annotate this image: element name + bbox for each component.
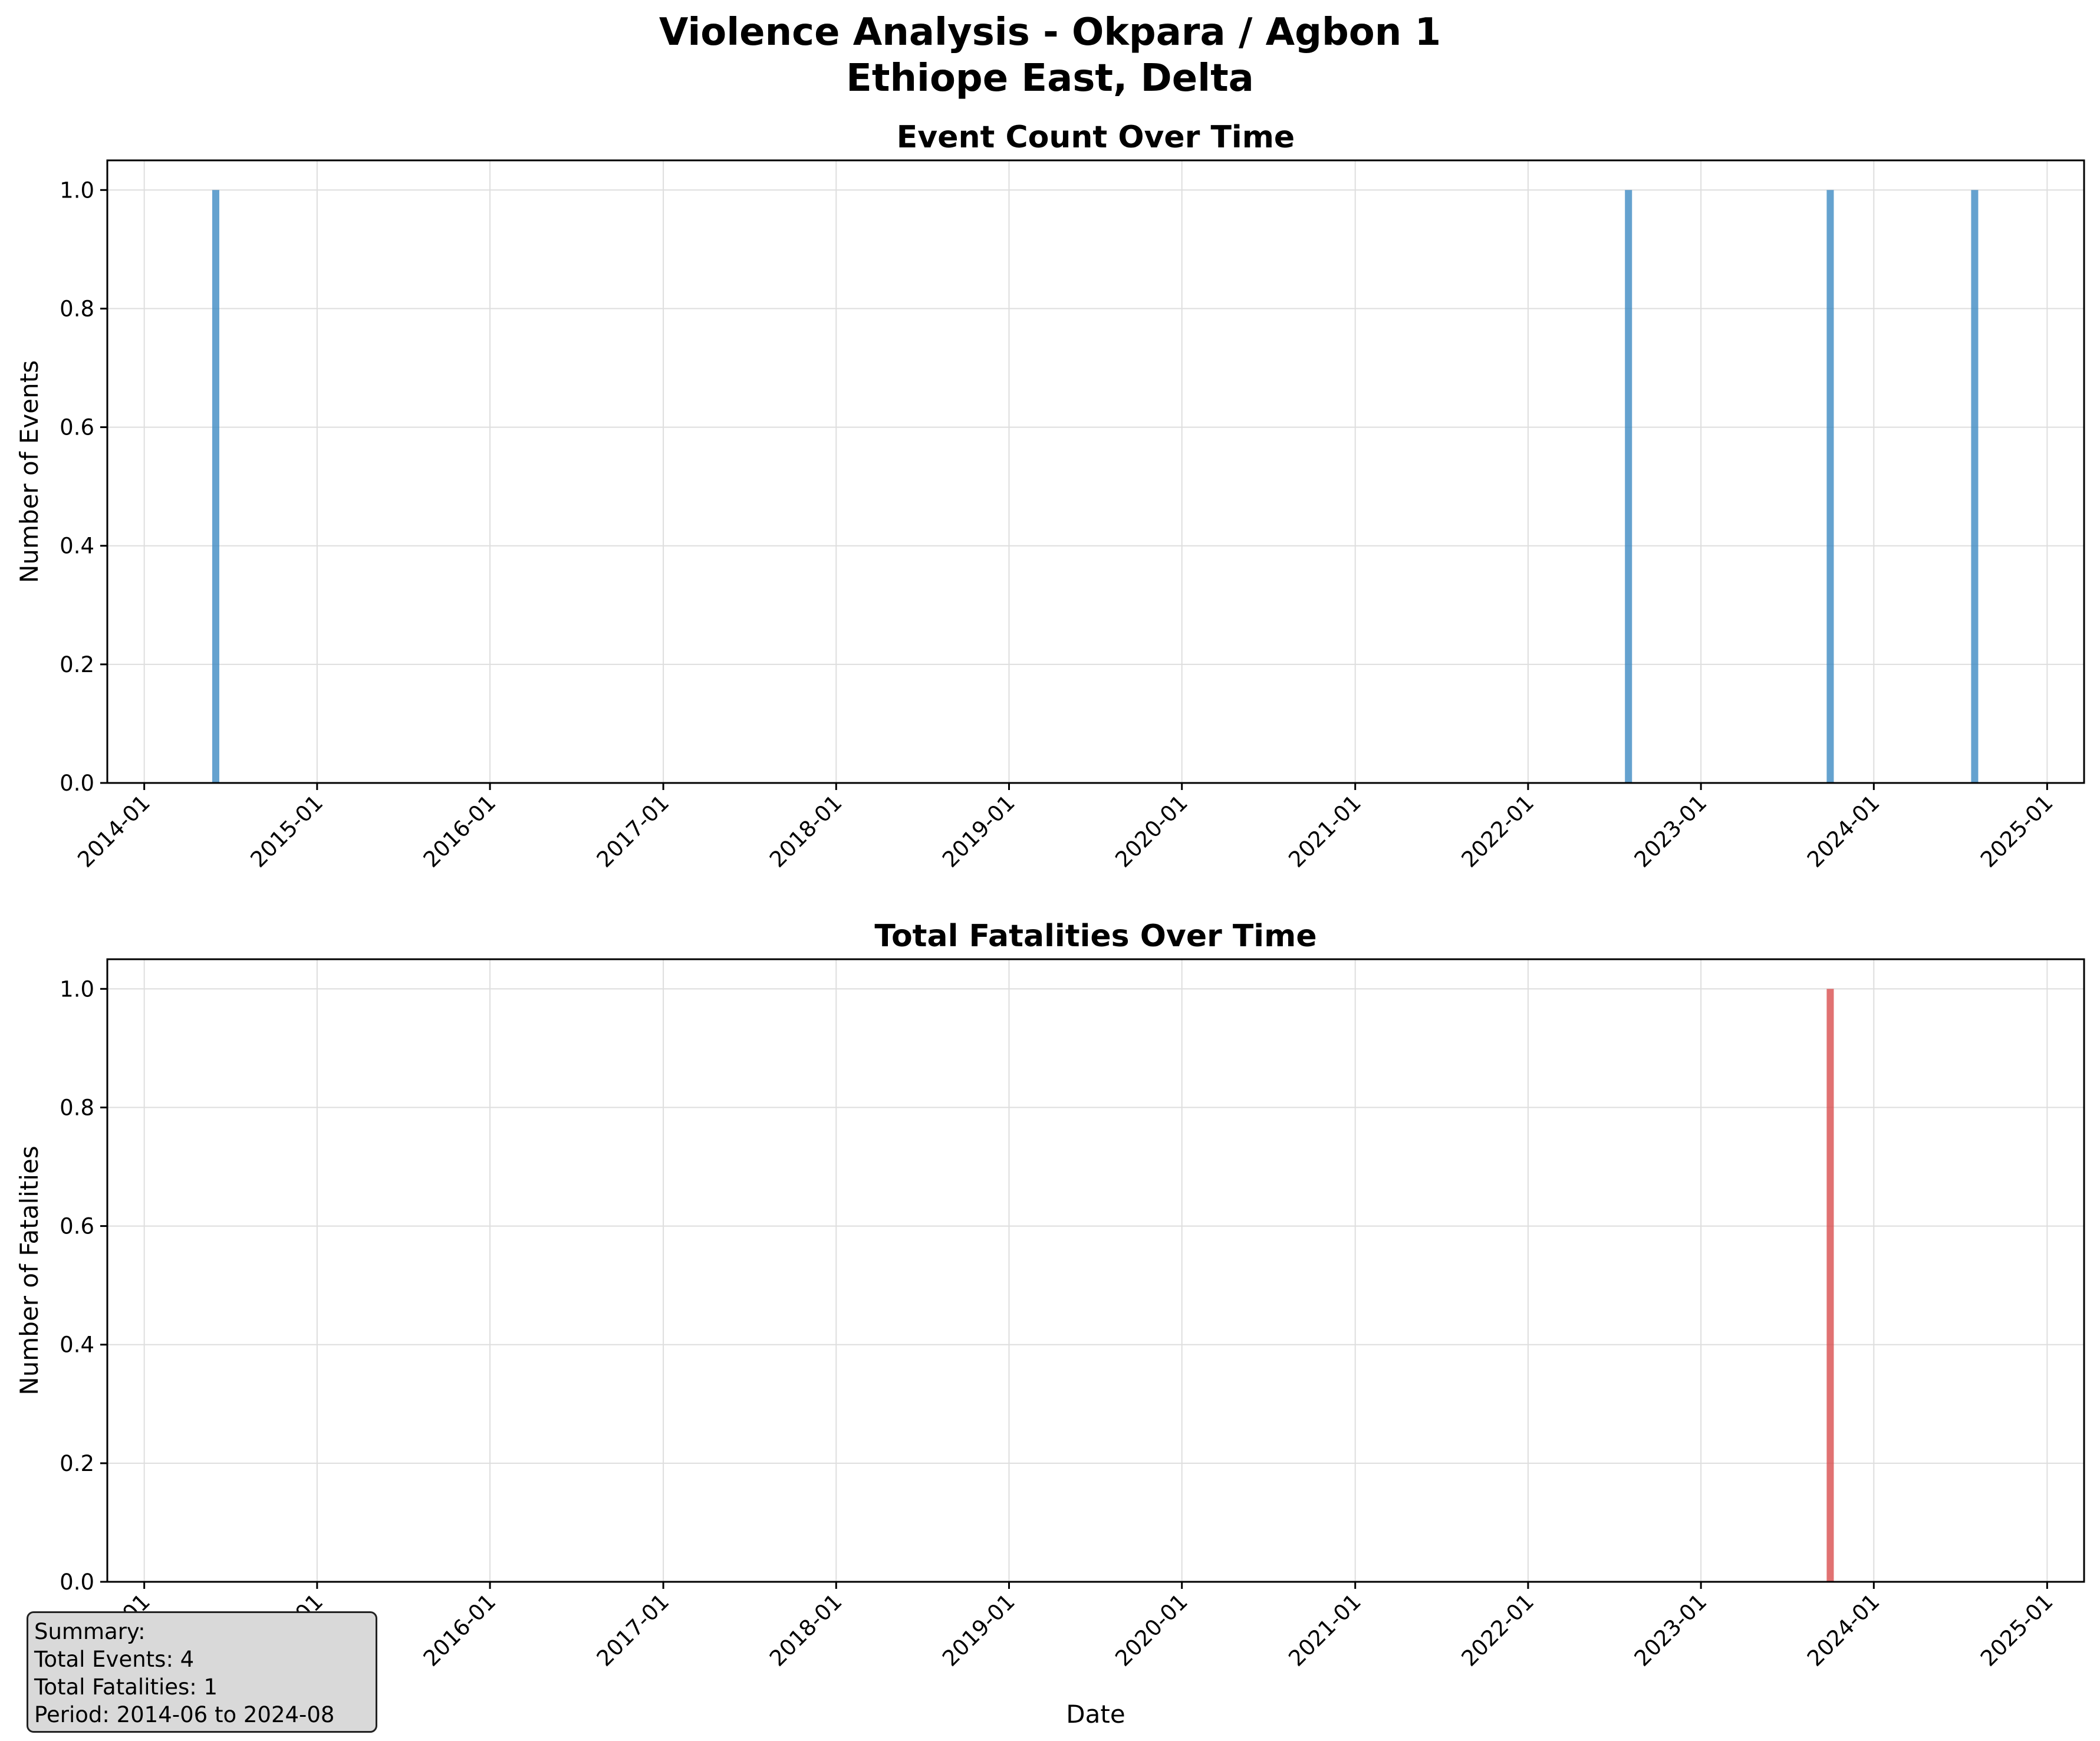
y-tick-label: 0.2 [60,652,94,677]
x-tick-label: 2024-01 [1802,790,1885,873]
figure-title-line1: Violence Analysis - Okpara / Agbon 1 [659,11,1441,54]
x-tick-label: 2020-01 [1110,1589,1193,1671]
x-tick-label: 2025-01 [1976,1589,2058,1671]
summary-heading: Summary: [34,1619,146,1644]
bar-2023-10 [1826,989,1834,1582]
summary-total-events: Total Events: 4 [34,1647,195,1672]
x-tick-label: 2015-01 [245,790,328,873]
event-count-chart: 0.0 0.2 0.4 0.6 0.8 1.0 2014-01 2015-01 2016-01 2… [15,120,2085,873]
y-tick-label: 0.4 [60,1332,94,1358]
axes-frame [106,159,2085,784]
x-axis-label: Date [1066,1700,1125,1729]
y-tick-label: 0.4 [60,534,94,559]
subplot-title: Total Fatalities Over Time [874,919,1316,954]
y-tick-label: 0.6 [60,415,94,440]
y-tick-label: 1.0 [60,976,94,1002]
x-tick-label: 2018-01 [765,1589,847,1671]
x-tick-label: 2022-01 [1457,790,1539,873]
x-tick-label: 2017-01 [592,790,674,873]
y-tick-label: 0.6 [60,1214,94,1239]
x-tick-label: 2021-01 [1283,790,1366,873]
y-tick-label: 0.0 [60,1569,94,1595]
bar-2022-08 [1625,190,1632,783]
x-tick-label: 2018-01 [765,790,847,873]
x-tick-label: 2014-01 [73,790,155,873]
figure-title-line2: Ethiope East, Delta [846,57,1254,100]
x-tick-label: 2023-01 [1630,790,1712,873]
axes-frame [106,958,2085,1583]
y-tick-label: 0.8 [60,1095,94,1120]
y-tick-label: 0.0 [60,771,94,796]
x-tick-label: 2019-01 [937,790,1020,873]
x-tick-label: 2017-01 [592,1589,674,1671]
x-tick-label: 2016-01 [419,790,501,873]
x-tick-label: 2019-01 [937,1589,1020,1671]
subplot-title: Event Count Over Time [897,120,1295,155]
summary-period: Period: 2014-06 to 2024-08 [34,1702,335,1727]
summary-box: Summary: Total Events: 4 Total Fatalitie… [27,1611,377,1733]
y-tick-label: 0.8 [60,296,94,321]
fatalities-chart: 0.00.20.40.60.81.02014-012015-012016-012… [15,919,2085,1729]
y-axis-label: Number of Fatalities [15,1146,44,1395]
x-tick-label: 2016-01 [419,1589,501,1671]
x-tick-label: 2020-01 [1110,790,1193,873]
x-tick-label: 2024-01 [1802,1589,1885,1671]
y-tick-label: 0.2 [60,1451,94,1476]
x-tick-label: 2023-01 [1630,1589,1712,1671]
bar-2024-08 [1971,190,1979,783]
y-axis-label: Number of Events [15,360,44,583]
bar-2023-10 [1826,190,1834,783]
x-tick-label: 2021-01 [1283,1589,1366,1671]
x-tick-label: 2022-01 [1457,1589,1539,1671]
bar-2014-06 [212,190,219,783]
summary-total-fatalities: Total Fatalities: 1 [34,1674,218,1700]
x-tick-label: 2025-01 [1976,790,2058,873]
y-tick-label: 1.0 [60,177,94,203]
